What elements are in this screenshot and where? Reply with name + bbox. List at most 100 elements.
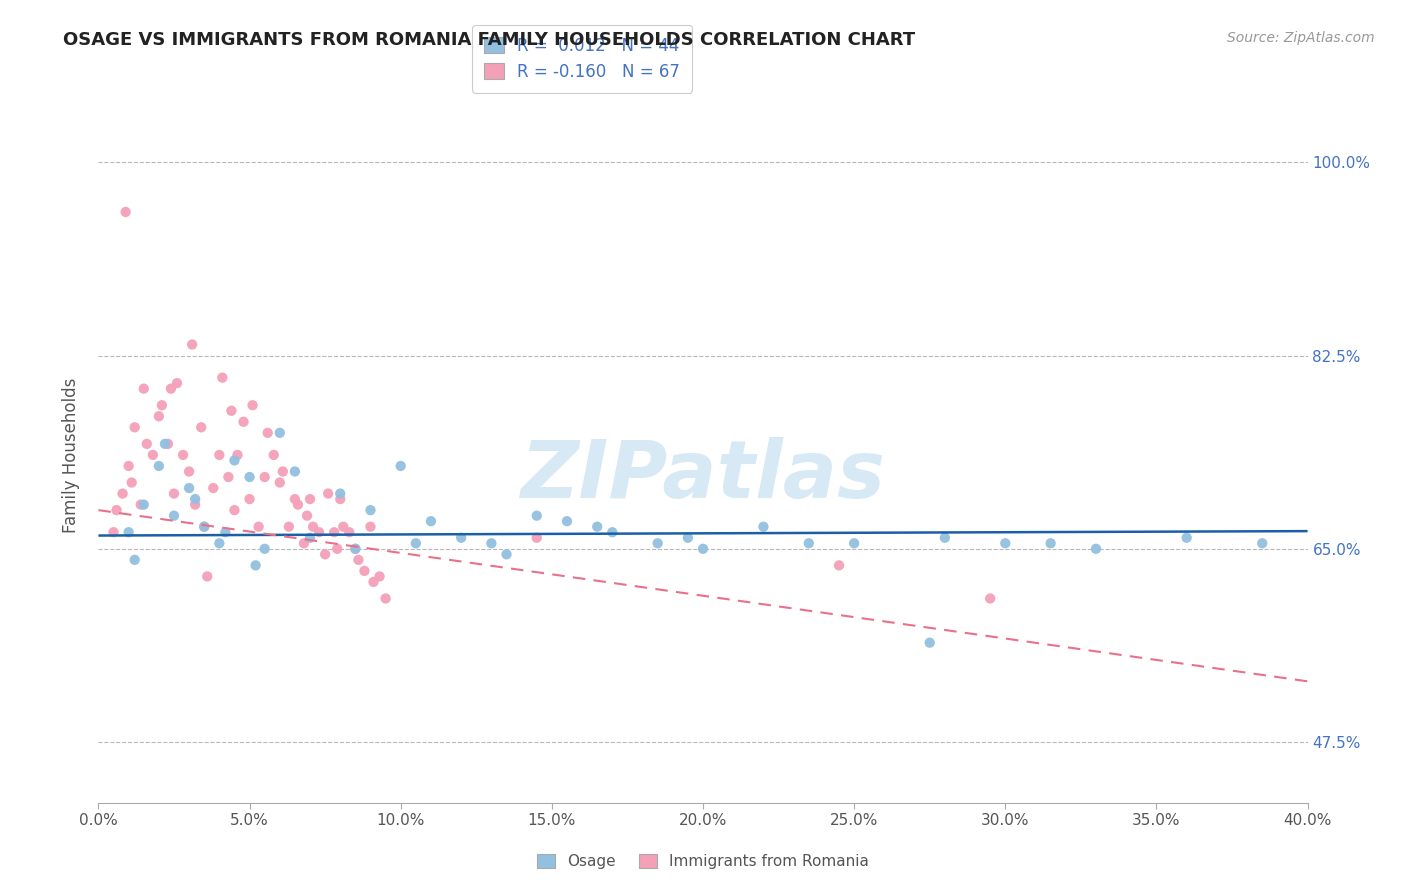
Point <box>226 448 249 462</box>
Point <box>1175 531 1198 545</box>
Point <box>292 536 315 550</box>
Point <box>277 519 299 533</box>
Point <box>253 541 276 556</box>
Point <box>247 519 270 533</box>
Point <box>263 448 285 462</box>
Point <box>374 591 396 606</box>
Point <box>332 519 354 533</box>
Point <box>316 486 339 500</box>
Point <box>163 486 186 500</box>
Point <box>555 514 578 528</box>
Point <box>111 486 134 500</box>
Point <box>979 591 1001 606</box>
Point <box>124 553 146 567</box>
Point <box>481 536 503 550</box>
Point <box>302 519 325 533</box>
Point <box>163 508 186 523</box>
Point <box>239 470 262 484</box>
Point <box>150 398 173 412</box>
Point <box>184 498 207 512</box>
Point <box>132 382 155 396</box>
Point <box>360 503 382 517</box>
Point <box>211 370 233 384</box>
Point <box>208 536 231 550</box>
Point <box>844 536 866 550</box>
Point <box>586 519 609 533</box>
Point <box>271 465 294 479</box>
Point <box>405 536 427 550</box>
Point <box>190 420 212 434</box>
Point <box>269 475 291 490</box>
Point <box>647 536 669 550</box>
Point <box>208 448 231 462</box>
Point <box>269 425 291 440</box>
Point <box>118 525 141 540</box>
Y-axis label: Family Households: Family Households <box>62 377 80 533</box>
Point <box>299 492 322 507</box>
Point <box>1130 889 1153 892</box>
Point <box>253 470 276 484</box>
Point <box>142 448 165 462</box>
Point <box>329 486 352 500</box>
Point <box>193 519 215 533</box>
Point <box>214 525 236 540</box>
Point <box>179 465 201 479</box>
Point <box>232 415 254 429</box>
Point <box>368 569 391 583</box>
Point <box>129 498 152 512</box>
Point <box>156 437 179 451</box>
Point <box>1039 536 1062 550</box>
Point <box>153 437 176 451</box>
Point <box>450 531 472 545</box>
Text: ZIPatlas: ZIPatlas <box>520 437 886 515</box>
Text: Source: ZipAtlas.com: Source: ZipAtlas.com <box>1227 31 1375 45</box>
Point <box>299 531 322 545</box>
Point <box>308 525 330 540</box>
Point <box>353 564 375 578</box>
Point <box>326 541 349 556</box>
Point <box>195 569 218 583</box>
Point <box>287 498 309 512</box>
Point <box>934 531 956 545</box>
Point <box>239 492 262 507</box>
Point <box>752 519 775 533</box>
Point <box>676 531 699 545</box>
Point <box>124 420 146 434</box>
Point <box>250 889 273 892</box>
Point <box>172 448 194 462</box>
Point <box>118 458 141 473</box>
Point <box>337 525 360 540</box>
Point <box>256 425 278 440</box>
Point <box>692 541 714 556</box>
Point <box>224 453 246 467</box>
Point <box>389 458 412 473</box>
Point <box>797 536 820 550</box>
Point <box>202 481 225 495</box>
Point <box>360 519 382 533</box>
Point <box>179 481 201 495</box>
Point <box>193 519 215 533</box>
Point <box>1085 541 1108 556</box>
Point <box>295 508 318 523</box>
Point <box>1251 536 1274 550</box>
Point <box>132 498 155 512</box>
Point <box>103 525 125 540</box>
Point <box>148 409 170 424</box>
Point <box>105 503 128 517</box>
Point <box>181 337 204 351</box>
Point <box>160 382 183 396</box>
Point <box>148 458 170 473</box>
Point <box>994 536 1017 550</box>
Point <box>918 635 941 649</box>
Point <box>135 437 157 451</box>
Point <box>347 553 370 567</box>
Legend: Osage, Immigrants from Romania: Osage, Immigrants from Romania <box>530 847 876 875</box>
Point <box>329 492 352 507</box>
Point <box>284 465 307 479</box>
Point <box>420 514 443 528</box>
Point <box>221 403 243 417</box>
Point <box>224 503 246 517</box>
Point <box>526 531 548 545</box>
Point <box>284 492 307 507</box>
Point <box>828 558 851 573</box>
